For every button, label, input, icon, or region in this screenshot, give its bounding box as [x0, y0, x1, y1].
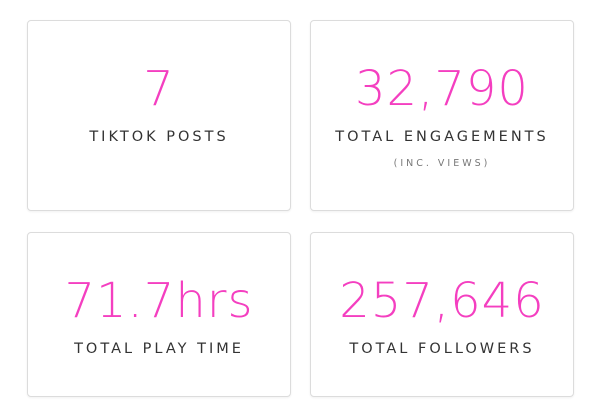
stat-label: TOTAL ENGAGEMENTS — [335, 129, 549, 145]
stat-label: TOTAL FOLLOWERS — [349, 341, 535, 357]
stat-label: TOTAL PLAY TIME — [74, 341, 244, 357]
stat-note: (INC. VIEWS) — [393, 158, 491, 169]
stat-card: 7 TIKTOK POSTS — [27, 20, 291, 211]
stat-card: 257,646 TOTAL FOLLOWERS — [310, 232, 574, 397]
stat-value: 257,646 — [339, 273, 545, 329]
stat-value: 7 — [143, 61, 175, 117]
stat-label: TIKTOK POSTS — [89, 129, 229, 145]
stat-card: 32,790 TOTAL ENGAGEMENTS (INC. VIEWS) — [310, 20, 574, 211]
stat-value: 32,790 — [355, 61, 529, 117]
stat-card: 71.7hrs TOTAL PLAY TIME — [27, 232, 291, 397]
stat-value: 71.7hrs — [64, 273, 254, 329]
